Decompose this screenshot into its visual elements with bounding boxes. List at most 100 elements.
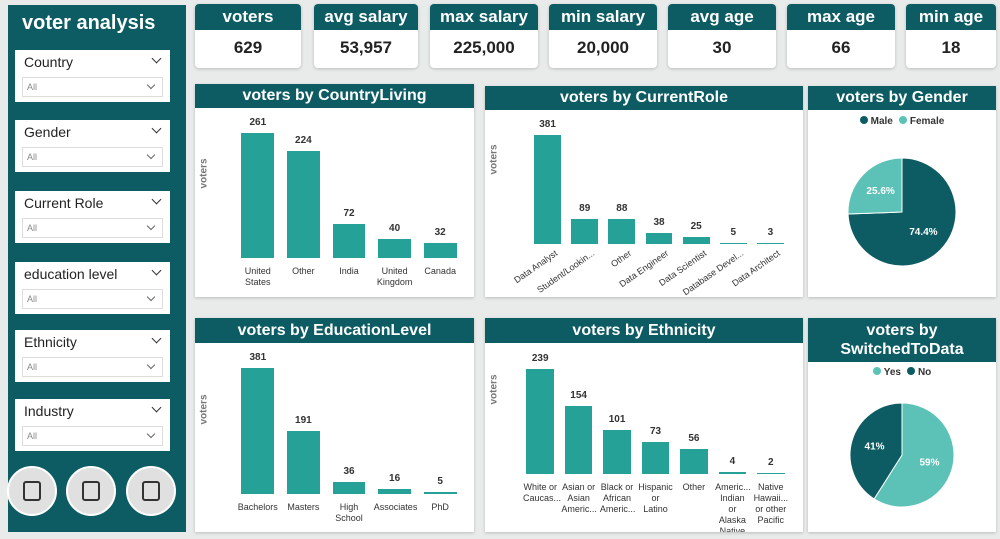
x-tick-label: Black or African Americ... (599, 482, 636, 514)
filter[interactable]: Current Role All (15, 191, 170, 243)
legend-swatch (898, 116, 907, 124)
data-label: 88 (616, 202, 628, 214)
filter[interactable]: Industry All (15, 399, 170, 451)
x-tick-label: Bachelors (237, 502, 278, 512)
chart-panel: voters by Ethnicity voters 239 White or Cau… (485, 318, 803, 532)
kpi-value: 225,000 (453, 38, 515, 57)
nav-button[interactable] (7, 466, 57, 516)
x-tick-label: Other (682, 482, 706, 492)
pie-slice (847, 157, 903, 215)
nav-button[interactable] (66, 466, 116, 516)
chart-panel: voters by EducationLevel voters 381 Bachelo… (195, 318, 474, 532)
chevron (146, 150, 156, 160)
data-label: 16 (389, 472, 401, 484)
x-tick-label: PhD (431, 502, 449, 512)
data-label: 4 (729, 456, 736, 468)
dropdown[interactable]: All (22, 357, 163, 377)
icon (23, 481, 41, 501)
filter[interactable]: Country All (15, 50, 170, 102)
x-tick-label: United Kingdom (376, 266, 413, 287)
x-tick-label: High School (335, 502, 363, 523)
chart-title: voters by SwitchedToData (808, 318, 996, 362)
filter[interactable]: education level All (15, 262, 170, 314)
data-label: 5 (730, 226, 737, 238)
bar (645, 233, 673, 244)
filter[interactable]: Ethnicity All (15, 330, 170, 382)
data-label: 73 (649, 425, 662, 437)
kpi-value: 53,957 (340, 38, 392, 57)
dropdown-value: All (27, 431, 38, 441)
x-tick-label: Hispanic or Latino (638, 482, 673, 514)
nav-button[interactable] (126, 466, 176, 516)
data-label: 25.6% (866, 186, 894, 197)
bar (332, 482, 366, 494)
dropdown[interactable]: All (22, 77, 163, 97)
bar (718, 472, 747, 474)
data-label: 261 (249, 117, 267, 128)
kpi-label: min salary (549, 4, 657, 30)
kpi-label: avg salary (314, 4, 418, 30)
x-tick-label: White or Caucas... (523, 482, 562, 503)
dropdown-value: All (27, 362, 38, 372)
chart-panel: voters by Gender Male Female 74.4% 25.6% (808, 86, 996, 297)
x-tick-label: Asian or Asian Americ... (561, 482, 597, 514)
kpi-card: max age 66 (787, 4, 895, 68)
data-label: 41% (865, 442, 885, 453)
legend-label: Yes (883, 367, 901, 378)
bar (286, 430, 320, 494)
data-label: 59% (919, 458, 939, 469)
data-label: 154 (570, 390, 587, 402)
bar (680, 449, 708, 474)
chart-title: voters by CountryLiving (195, 84, 474, 108)
dropdown[interactable]: All (22, 147, 163, 167)
bar (603, 429, 631, 474)
dropdown[interactable]: All (22, 218, 163, 238)
legend-item: Female (898, 116, 944, 127)
chevron (151, 123, 162, 134)
data-label: 74.4% (909, 227, 937, 238)
data-label: 224 (295, 134, 312, 146)
bar (719, 242, 747, 244)
kpi-card: max salary 225,000 (430, 4, 538, 68)
x-tick-label: Associates (373, 502, 418, 512)
data-label: 56 (688, 433, 700, 445)
chart-title: voters by Ethnicity (485, 318, 803, 343)
legend-swatch (872, 367, 881, 375)
kpi-label: max salary (430, 4, 538, 30)
data-label: 381 (249, 352, 267, 363)
pie: 74.4% 25.6% (847, 157, 957, 267)
data-label: 38 (653, 217, 665, 229)
kpi-label: min age (906, 4, 996, 30)
data-label: 25 (690, 220, 702, 232)
bar (571, 218, 599, 244)
bar (534, 135, 561, 244)
bar (757, 243, 784, 244)
chevron (151, 53, 162, 64)
x-tick-label: Masters (287, 502, 320, 512)
chevron (151, 194, 162, 205)
chevron (151, 402, 162, 413)
bar (564, 406, 593, 474)
dropdown[interactable]: All (22, 426, 163, 446)
dropdown[interactable]: All (22, 289, 163, 309)
kpi-card: min salary 20,000 (549, 4, 657, 68)
kpi-value: 629 (233, 38, 263, 57)
y-axis-label: voters (488, 374, 500, 405)
bar (423, 242, 457, 258)
x-tick-label: Other (292, 266, 315, 276)
bar (608, 218, 636, 244)
bar (682, 236, 710, 244)
x-tick-label: United States (244, 266, 271, 287)
bar (756, 473, 785, 474)
chart-panel: voters by CurrentRole voters 381 Data Analy… (485, 86, 803, 297)
chart-panel: voters by SwitchedToData Yes No 59% 41% (808, 318, 996, 532)
legend-item: No (906, 367, 931, 378)
dropdown-value: All (27, 294, 38, 304)
data-label: 191 (295, 414, 312, 426)
filter[interactable]: Gender All (15, 120, 170, 172)
pie-slice (849, 402, 903, 500)
chevron (151, 265, 162, 276)
bar (423, 492, 457, 494)
legend-item: Male (859, 116, 893, 127)
chevron (146, 429, 156, 439)
